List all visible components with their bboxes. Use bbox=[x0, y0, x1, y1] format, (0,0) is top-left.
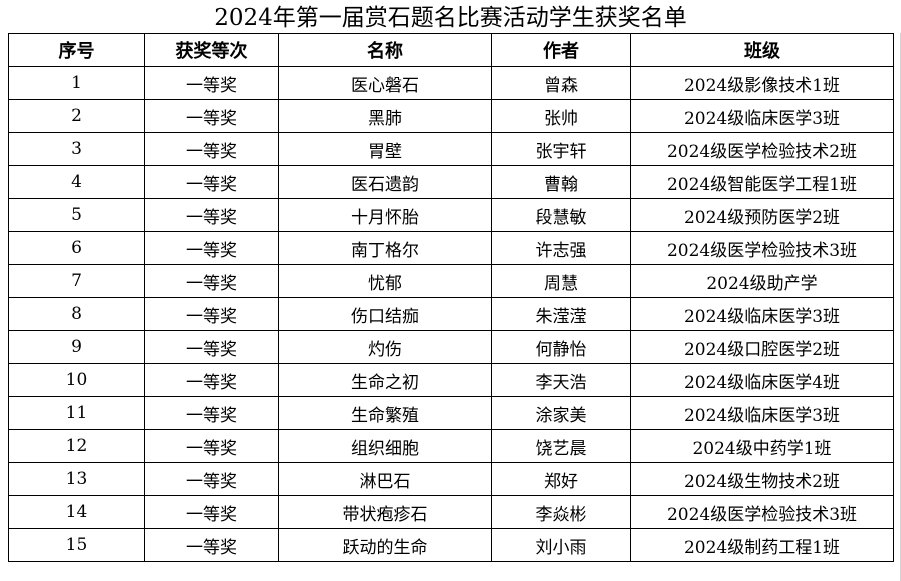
award-table: 序号 获奖等次 名称 作者 班级 1 一等奖 医心磐石 曾森 2024级影像技术1班 2 一… bbox=[8, 33, 894, 562]
cell-author: 段慧敏 bbox=[491, 198, 631, 232]
cell-author: 许志强 bbox=[491, 231, 631, 265]
cell-class: 2024级预防医学2班 bbox=[630, 198, 894, 232]
cell-class: 2024级临床医学3班 bbox=[630, 297, 894, 331]
table-row: 15 一等奖 跃动的生命 刘小雨 2024级制药工程1班 bbox=[8, 528, 894, 562]
cell-author: 涂家美 bbox=[491, 396, 631, 430]
cell-index: 6 bbox=[8, 231, 145, 265]
cell-index: 1 bbox=[8, 66, 145, 100]
table-row: 1 一等奖 医心磐石 曾森 2024级影像技术1班 bbox=[8, 66, 894, 100]
cell-index: 8 bbox=[8, 297, 145, 331]
cell-index: 4 bbox=[8, 165, 145, 199]
cell-class: 2024级医学检验技术2班 bbox=[630, 132, 894, 166]
cell-award-level: 一等奖 bbox=[144, 528, 279, 562]
table-row: 4 一等奖 医石遗韵 曹翰 2024级智能医学工程1班 bbox=[8, 165, 894, 199]
cell-author: 曾森 bbox=[491, 66, 631, 100]
cell-award-level: 一等奖 bbox=[144, 495, 279, 529]
cell-name: 黑肺 bbox=[278, 99, 492, 133]
cell-name: 胃壁 bbox=[278, 132, 492, 166]
table-row: 8 一等奖 伤口结痂 朱滢滢 2024级临床医学3班 bbox=[8, 297, 894, 331]
cell-class: 2024级生物技术2班 bbox=[630, 462, 894, 496]
cell-award-level: 一等奖 bbox=[144, 264, 279, 298]
header-class: 班级 bbox=[630, 33, 894, 67]
cell-class: 2024级医学检验技术3班 bbox=[630, 231, 894, 265]
header-award-level: 获奖等次 bbox=[144, 33, 279, 67]
cell-name: 跃动的生命 bbox=[278, 528, 492, 562]
cell-author: 朱滢滢 bbox=[491, 297, 631, 331]
header-index: 序号 bbox=[8, 33, 145, 67]
cell-index: 15 bbox=[8, 528, 145, 562]
table-row: 9 一等奖 灼伤 何静怡 2024级口腔医学2班 bbox=[8, 330, 894, 364]
cell-author: 张帅 bbox=[491, 99, 631, 133]
cell-index: 13 bbox=[8, 462, 145, 496]
cell-name: 忧郁 bbox=[278, 264, 492, 298]
table-row: 7 一等奖 忧郁 周慧 2024级助产学 bbox=[8, 264, 894, 298]
table-row: 13 一等奖 淋巴石 郑好 2024级生物技术2班 bbox=[8, 462, 894, 496]
cell-class: 2024级智能医学工程1班 bbox=[630, 165, 894, 199]
cell-name: 生命繁殖 bbox=[278, 396, 492, 430]
cell-author: 张宇轩 bbox=[491, 132, 631, 166]
cell-class: 2024级医学检验技术3班 bbox=[630, 495, 894, 529]
cell-award-level: 一等奖 bbox=[144, 165, 279, 199]
cell-class: 2024级制药工程1班 bbox=[630, 528, 894, 562]
table-row: 11 一等奖 生命繁殖 涂家美 2024级临床医学3班 bbox=[8, 396, 894, 430]
cell-index: 14 bbox=[8, 495, 145, 529]
cell-class: 2024级中药学1班 bbox=[630, 429, 894, 463]
cell-author: 周慧 bbox=[491, 264, 631, 298]
table-row: 10 一等奖 生命之初 李天浩 2024级临床医学4班 bbox=[8, 363, 894, 397]
cell-award-level: 一等奖 bbox=[144, 99, 279, 133]
cell-name: 南丁格尔 bbox=[278, 231, 492, 265]
cell-award-level: 一等奖 bbox=[144, 396, 279, 430]
cell-award-level: 一等奖 bbox=[144, 429, 279, 463]
table-row: 5 一等奖 十月怀胎 段慧敏 2024级预防医学2班 bbox=[8, 198, 894, 232]
cell-class: 2024级口腔医学2班 bbox=[630, 330, 894, 364]
header-row: 序号 获奖等次 名称 作者 班级 bbox=[8, 33, 894, 67]
cell-award-level: 一等奖 bbox=[144, 363, 279, 397]
cell-index: 2 bbox=[8, 99, 145, 133]
cell-name: 灼伤 bbox=[278, 330, 492, 364]
table-row: 6 一等奖 南丁格尔 许志强 2024级医学检验技术3班 bbox=[8, 231, 894, 265]
cell-class: 2024级临床医学4班 bbox=[630, 363, 894, 397]
table-row: 3 一等奖 胃壁 张宇轩 2024级医学检验技术2班 bbox=[8, 132, 894, 166]
cell-award-level: 一等奖 bbox=[144, 132, 279, 166]
cell-index: 10 bbox=[8, 363, 145, 397]
cell-index: 7 bbox=[8, 264, 145, 298]
cell-name: 生命之初 bbox=[278, 363, 492, 397]
cell-name: 带状疱疹石 bbox=[278, 495, 492, 529]
cell-author: 郑好 bbox=[491, 462, 631, 496]
cell-award-level: 一等奖 bbox=[144, 330, 279, 364]
cell-class: 2024级临床医学3班 bbox=[630, 99, 894, 133]
cell-award-level: 一等奖 bbox=[144, 297, 279, 331]
cell-name: 伤口结痂 bbox=[278, 297, 492, 331]
cell-award-level: 一等奖 bbox=[144, 231, 279, 265]
cell-index: 11 bbox=[8, 396, 145, 430]
cell-name: 医石遗韵 bbox=[278, 165, 492, 199]
table-row: 14 一等奖 带状疱疹石 李焱彬 2024级医学检验技术3班 bbox=[8, 495, 894, 529]
cell-index: 9 bbox=[8, 330, 145, 364]
cell-author: 李天浩 bbox=[491, 363, 631, 397]
cell-name: 组织细胞 bbox=[278, 429, 492, 463]
cell-author: 刘小雨 bbox=[491, 528, 631, 562]
cell-award-level: 一等奖 bbox=[144, 66, 279, 100]
cell-author: 李焱彬 bbox=[491, 495, 631, 529]
header-author: 作者 bbox=[491, 33, 631, 67]
cell-name: 十月怀胎 bbox=[278, 198, 492, 232]
cell-class: 2024级助产学 bbox=[630, 264, 894, 298]
cell-author: 何静怡 bbox=[491, 330, 631, 364]
cell-name: 医心磐石 bbox=[278, 66, 492, 100]
cell-award-level: 一等奖 bbox=[144, 462, 279, 496]
document-title: 2024年第一届赏石题名比赛活动学生获奖名单 bbox=[214, 5, 687, 31]
cell-award-level: 一等奖 bbox=[144, 198, 279, 232]
cell-class: 2024级影像技术1班 bbox=[630, 66, 894, 100]
cell-index: 3 bbox=[8, 132, 145, 166]
cell-index: 5 bbox=[8, 198, 145, 232]
cell-name: 淋巴石 bbox=[278, 462, 492, 496]
cell-index: 12 bbox=[8, 429, 145, 463]
table-row: 12 一等奖 组织细胞 饶艺晨 2024级中药学1班 bbox=[8, 429, 894, 463]
cell-class: 2024级临床医学3班 bbox=[630, 396, 894, 430]
cell-author: 饶艺晨 bbox=[491, 429, 631, 463]
cell-author: 曹翰 bbox=[491, 165, 631, 199]
table-row: 2 一等奖 黑肺 张帅 2024级临床医学3班 bbox=[8, 99, 894, 133]
header-name: 名称 bbox=[278, 33, 492, 67]
